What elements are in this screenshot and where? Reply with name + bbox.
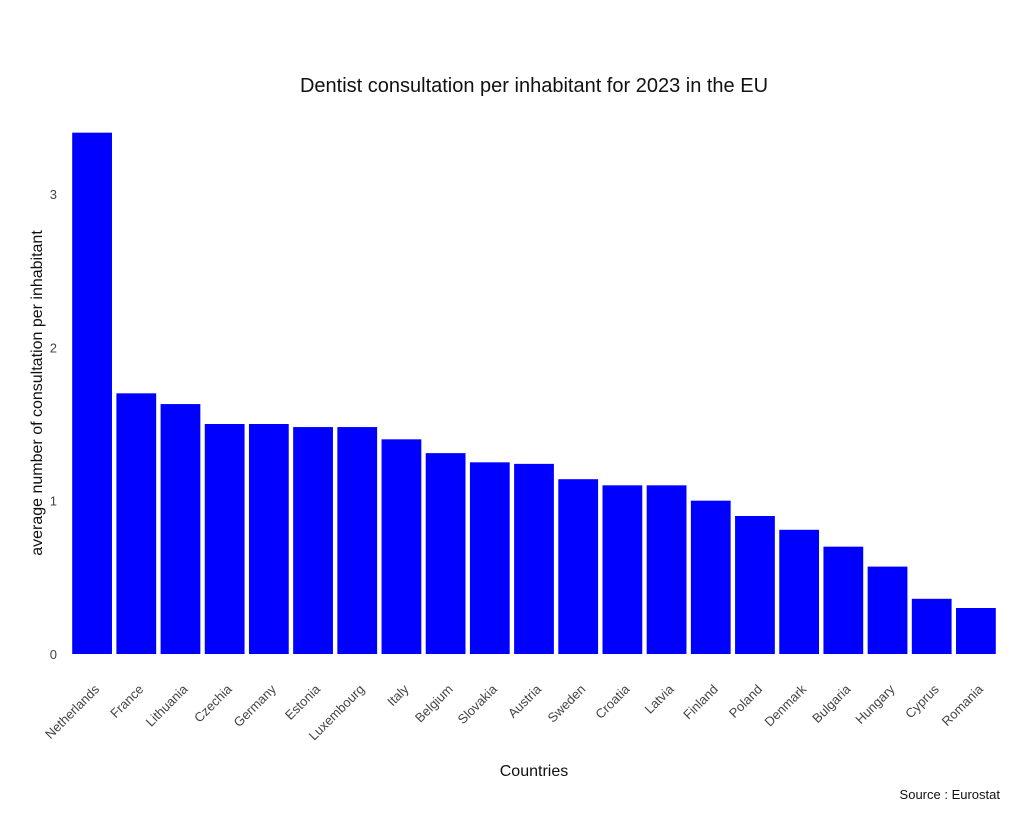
bar-romania [956,608,996,654]
y-axis-ticks: 0 1 2 3 [50,187,57,662]
bar-italy [381,439,422,654]
x-tick-label: Germany [231,681,280,730]
bar-lithuania [160,404,201,654]
x-axis-title: Countries [500,763,568,780]
x-tick-label: Denmark [761,681,809,729]
x-tick-label: Belgium [412,682,456,726]
bars [72,132,996,654]
bar-netherlands [72,132,112,654]
bar-croatia [602,485,643,654]
bar-poland [735,516,775,654]
x-tick-label: Austria [505,681,545,721]
x-tick-label: Italy [384,681,412,709]
y-tick-label: 1 [50,494,57,509]
x-tick-label: Sweden [544,682,588,726]
bar-cyprus [911,598,952,654]
bar-slovakia [469,462,510,654]
x-tick-label: Lithuania [143,681,191,729]
x-tick-label: Cyprus [902,681,942,721]
y-tick-label: 0 [50,647,57,662]
x-tick-label: Poland [726,682,765,721]
x-tick-label: Estonia [282,681,324,723]
x-tick-label: Romania [939,681,987,729]
bar-sweden [558,479,599,654]
chart-title: Dentist consultation per inhabitant for … [300,75,768,97]
x-tick-label: Bulgaria [809,681,854,726]
x-tick-label: France [107,682,146,721]
y-tick-label: 2 [50,340,57,355]
bar-finland [690,500,731,654]
bar-luxembourg [337,427,378,654]
bar-latvia [646,485,687,654]
x-tick-label: Netherlands [42,681,103,742]
x-tick-label: Hungary [852,681,898,727]
bar-denmark [779,529,820,654]
x-tick-label: Croatia [592,681,633,722]
bar-france [116,393,157,654]
x-tick-label: Latvia [642,681,678,717]
bar-austria [514,463,554,654]
bar-belgium [425,453,466,654]
bar-germany [248,424,289,654]
bar-czechia [204,424,245,654]
bar-estonia [293,427,333,654]
source-caption: Source : Eurostat [900,787,1001,802]
y-tick-label: 3 [50,187,57,202]
x-tick-label: Czechia [191,681,235,725]
bar-hungary [867,566,908,654]
x-tick-label: Slovakia [455,681,501,727]
y-axis-title: average number of consultation per inhab… [29,230,46,556]
x-tick-label: Finland [680,682,721,723]
bar-bulgaria [823,546,864,654]
